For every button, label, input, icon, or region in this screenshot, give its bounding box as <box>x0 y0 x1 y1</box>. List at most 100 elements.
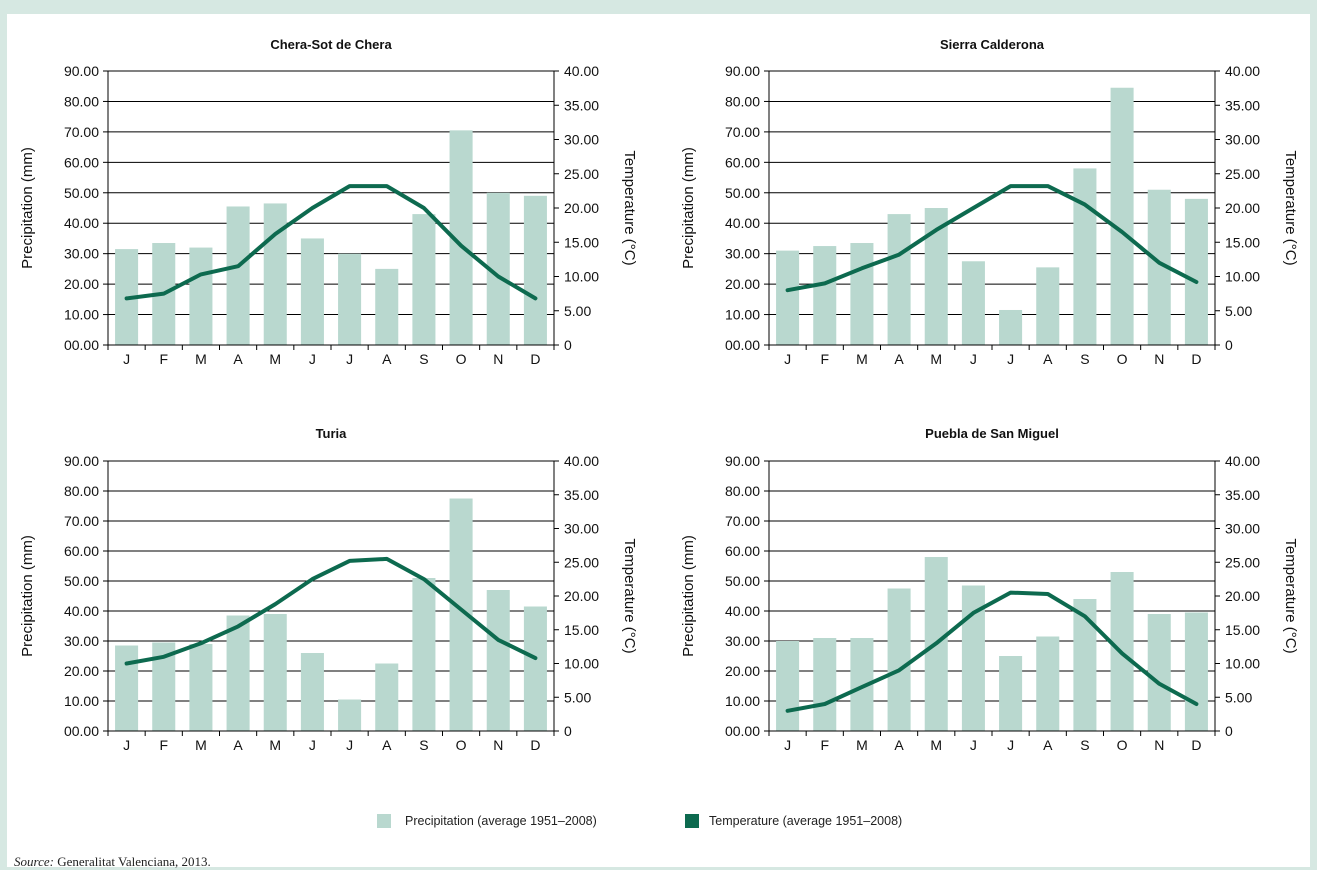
y2-tick-label: 35.00 <box>564 97 599 113</box>
x-tick-label: F <box>159 351 168 367</box>
y2-tick-label: 20.00 <box>1225 200 1260 216</box>
y-tick-label: 80.00 <box>725 483 760 499</box>
y2-tick-label: 0 <box>1225 723 1233 739</box>
precipitation-bar <box>1147 614 1171 731</box>
y-tick-label: 70.00 <box>725 513 760 529</box>
precipitation-bar <box>1110 87 1134 345</box>
chart-title: Sierra Calderona <box>940 37 1045 52</box>
y-tick-label: 40.00 <box>725 603 760 619</box>
y-tick-label: 60.00 <box>725 154 760 170</box>
x-tick-label: N <box>1154 737 1164 753</box>
precipitation-bar <box>999 656 1023 731</box>
precipitation-bar <box>300 238 324 345</box>
y-tick-label: 10.00 <box>64 307 99 323</box>
precipitation-bar <box>115 645 139 731</box>
x-tick-label: O <box>456 351 467 367</box>
x-tick-label: F <box>159 737 168 753</box>
y-tick-label: 00.00 <box>64 337 99 353</box>
y2-tick-label: 10.00 <box>564 269 599 285</box>
x-tick-label: J <box>309 351 316 367</box>
x-tick-label: S <box>419 351 428 367</box>
temperature-line <box>124 184 538 301</box>
x-tick-label: M <box>856 737 868 753</box>
precipitation-bar <box>189 247 213 345</box>
y2-tick-label: 15.00 <box>1225 622 1260 638</box>
precipitation-bar <box>1184 612 1208 731</box>
x-tick-label: M <box>269 737 281 753</box>
chart-1: Chera-Sot de Chera 00.00 10.00 20.00 30.00 40… <box>19 37 638 367</box>
precipitation-bar <box>189 644 213 731</box>
y-tick-label: 00.00 <box>725 337 760 353</box>
figure-panel: Chera-Sot de Chera 00.00 10.00 20.00 30.00 40… <box>7 14 1310 870</box>
y2-tick-label: 10.00 <box>564 656 599 672</box>
x-tick-label: N <box>493 351 503 367</box>
y-tick-label: 40.00 <box>725 215 760 231</box>
legend-temperature-label: Temperature (average 1951–2008) <box>709 814 903 828</box>
precipitation-bar <box>263 203 287 345</box>
precipitation-bar <box>523 195 547 345</box>
y-tick-label: 80.00 <box>725 93 760 109</box>
precipitation-bar <box>338 253 362 345</box>
y-tick-label: 20.00 <box>725 663 760 679</box>
y2-tick-label: 0 <box>564 723 572 739</box>
y-tick-label: 60.00 <box>725 543 760 559</box>
precipitation-bar <box>961 585 985 731</box>
y-tick-label: 30.00 <box>725 246 760 262</box>
y2-tick-label: 5.00 <box>564 689 591 705</box>
x-tick-label: D <box>530 737 540 753</box>
chart-4: Puebla de San Miguel 00.00 10.00 20.00 30.00… <box>680 426 1299 753</box>
y2-tick-label: 0 <box>1225 337 1233 353</box>
y-tick-label: 40.00 <box>64 215 99 231</box>
y2-tick-label: 30.00 <box>564 132 599 148</box>
precipitation-bar <box>850 243 874 345</box>
precipitation-bar <box>412 214 436 345</box>
precipitation-bar <box>338 699 362 731</box>
x-tick-label: J <box>123 737 130 753</box>
y2-tick-label: 30.00 <box>564 521 599 537</box>
y2-tick-label: 40.00 <box>564 63 599 79</box>
source-note: Source: Generalitat Valenciana, 2013. <box>14 854 211 870</box>
x-tick-label: O <box>456 737 467 753</box>
y-tick-label: 30.00 <box>725 633 760 649</box>
x-tick-label: S <box>1080 351 1089 367</box>
precipitation-bar <box>961 261 985 345</box>
y-tick-label: 10.00 <box>64 693 99 709</box>
chart-title: Puebla de San Miguel <box>925 426 1059 441</box>
y-tick-label: 50.00 <box>725 185 760 201</box>
precipitation-bar <box>1073 599 1097 731</box>
chart-title: Turia <box>316 426 348 441</box>
y-tick-label: 50.00 <box>64 185 99 201</box>
precipitation-bar <box>776 641 800 731</box>
precipitation-bar <box>263 614 287 731</box>
y-axis-title: Precipitation (mm) <box>19 535 36 657</box>
y2-tick-label: 15.00 <box>564 234 599 250</box>
precipitation-bar <box>924 208 948 345</box>
precipitation-bar <box>412 578 436 731</box>
precipitation-bar <box>999 309 1023 345</box>
y-tick-label: 60.00 <box>64 154 99 170</box>
y-tick-label: 70.00 <box>64 513 99 529</box>
y2-tick-label: 35.00 <box>1225 97 1260 113</box>
x-tick-label: S <box>1080 737 1089 753</box>
y-tick-label: 50.00 <box>725 573 760 589</box>
y-tick-label: 80.00 <box>64 483 99 499</box>
y2-tick-label: 20.00 <box>1225 588 1260 604</box>
y2-tick-label: 40.00 <box>564 453 599 469</box>
y-tick-label: 20.00 <box>64 276 99 292</box>
x-tick-label: A <box>382 737 392 753</box>
y-tick-label: 90.00 <box>64 453 99 469</box>
x-tick-label: S <box>419 737 428 753</box>
y2-tick-label: 15.00 <box>1225 234 1260 250</box>
x-tick-label: J <box>970 351 977 367</box>
x-tick-label: A <box>233 737 243 753</box>
precipitation-bar <box>813 246 837 345</box>
y2-tick-label: 25.00 <box>564 554 599 570</box>
x-tick-label: J <box>123 351 130 367</box>
y-tick-label: 50.00 <box>64 573 99 589</box>
y-tick-label: 10.00 <box>725 307 760 323</box>
y2-tick-label: 25.00 <box>564 166 599 182</box>
precipitation-bar <box>300 653 324 731</box>
y2-tick-label: 30.00 <box>1225 132 1260 148</box>
legend-precipitation-swatch <box>377 814 391 828</box>
temperature-line <box>124 556 538 666</box>
